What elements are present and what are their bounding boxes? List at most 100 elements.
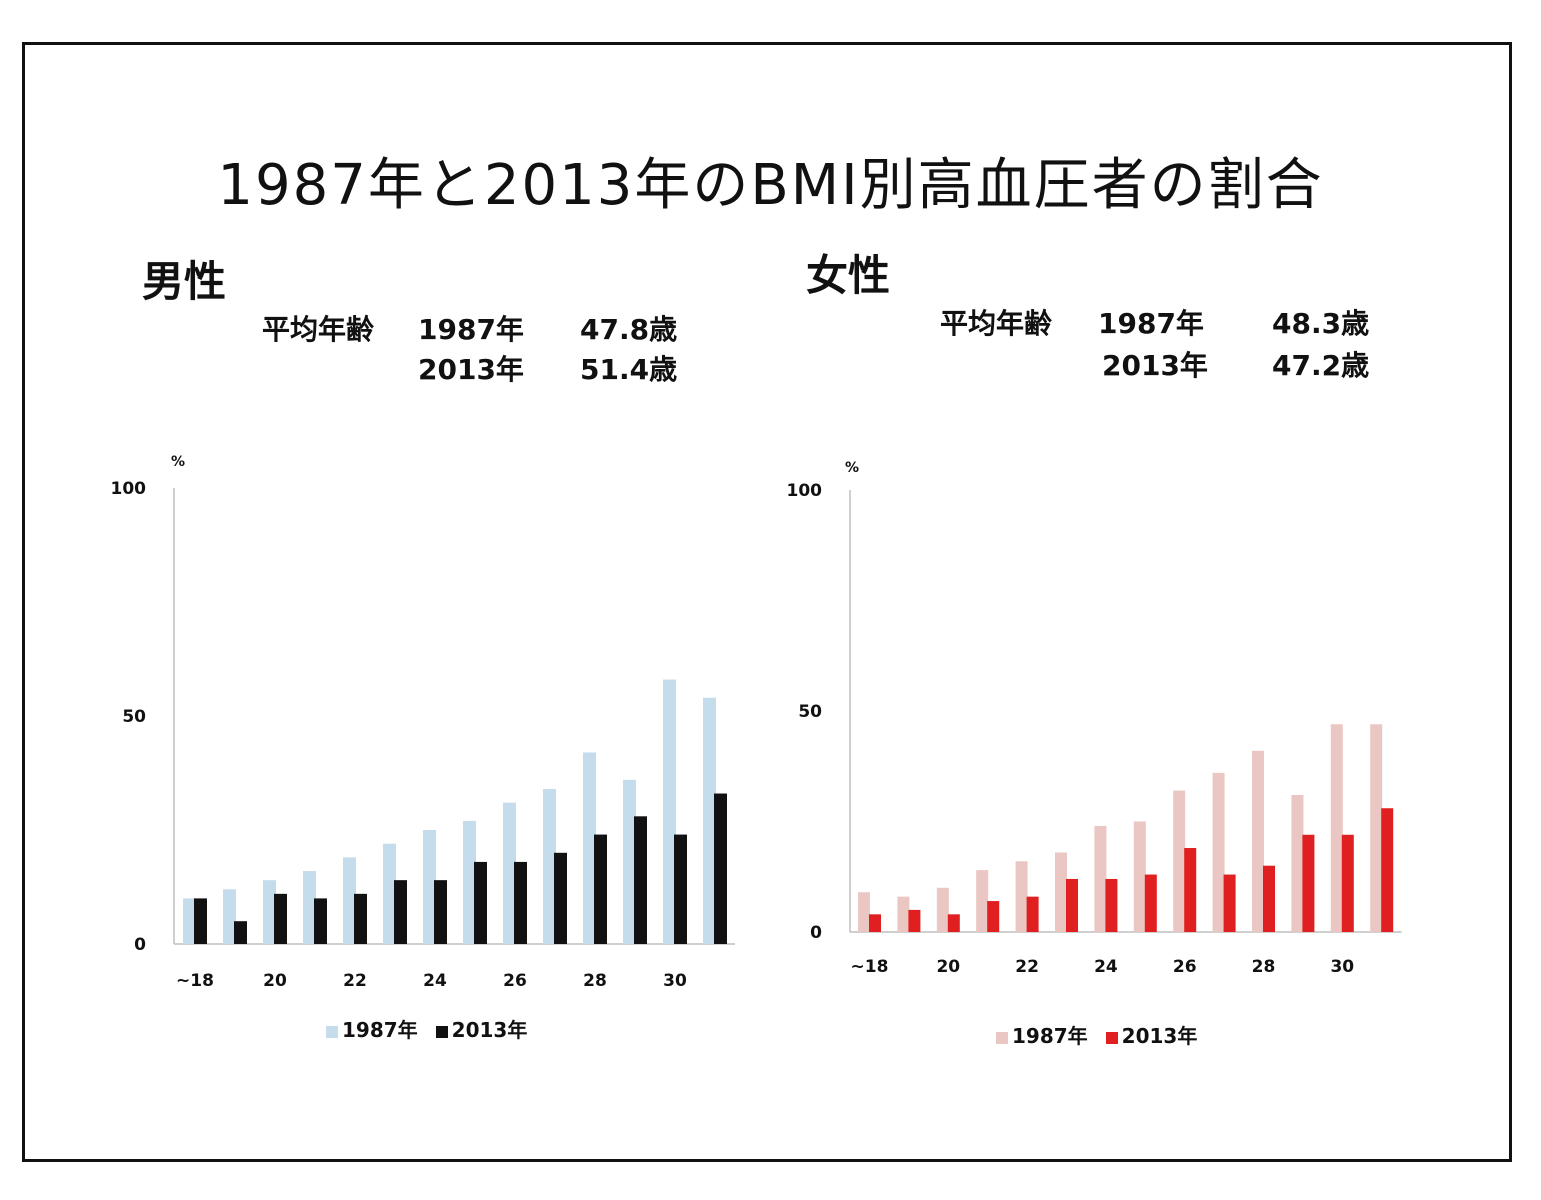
male-bar-2013: [594, 834, 607, 944]
female-bar-1987: [858, 892, 870, 932]
female-bar-1987: [1252, 750, 1264, 932]
female-bar-2013: [1026, 896, 1039, 932]
male-bar-1987: [663, 679, 676, 944]
female-bar-1987: [1212, 772, 1225, 932]
male-chart: 0 50 100% ~18 20 22 24 26 28 30: [111, 454, 735, 991]
male-avg-value-1: 47.8歳: [580, 313, 678, 346]
male-avg-value-2: 51.4歳: [580, 353, 678, 386]
female-bar-2013: [1105, 878, 1118, 932]
male-bar-2013: [714, 793, 727, 944]
female-bar-1987: [976, 870, 989, 932]
female-label: 女性: [806, 251, 891, 300]
female-bar-2013: [1341, 834, 1354, 932]
female-bar-2013: [1144, 874, 1157, 932]
female-bar-1987: [897, 896, 910, 932]
male-y-tick-label: 100: [111, 479, 147, 499]
female-bar-2013: [869, 914, 881, 932]
male-bar-1987: [183, 898, 196, 944]
male-bar-2013: [394, 880, 407, 944]
male-bar-2013: [314, 898, 327, 944]
female-avg-label: 平均年齢: [940, 307, 1053, 340]
male-bar-2013: [274, 893, 287, 944]
female-bar-2013: [1223, 874, 1236, 932]
male-bar-1987: [583, 752, 596, 944]
male-bar-1987: [303, 871, 316, 944]
male-bar-1987: [543, 788, 556, 944]
female-x-tick-label: 30: [1330, 957, 1354, 977]
male-x-tick-label: 24: [423, 971, 447, 991]
female-y-tick-label: 0: [810, 923, 822, 943]
female-bar-1987: [1173, 790, 1186, 932]
female-x-tick-label: 26: [1173, 957, 1197, 977]
male-x-tick-label: 30: [663, 971, 687, 991]
male-bar-2013: [634, 816, 647, 944]
male-x-tick-label: 28: [583, 971, 607, 991]
female-bar-1987: [1291, 794, 1304, 932]
legend-item: 2013年: [1105, 1024, 1198, 1048]
female-avg-value-2: 47.2歳: [1272, 349, 1370, 382]
female-avg-value-1: 48.3歳: [1272, 307, 1370, 340]
legend-item: 2013年: [435, 1018, 528, 1042]
male-avg-year-2: 2013年: [418, 353, 524, 386]
male-x-tick-label: 26: [503, 971, 527, 991]
legend-swatch: [326, 1026, 338, 1038]
legend-item: 1987年: [996, 1024, 1088, 1048]
male-bar-2013: [194, 898, 207, 944]
legend-swatch: [996, 1032, 1008, 1044]
male-unit-label: %: [171, 454, 185, 470]
male-avg-label: 平均年齢: [262, 313, 375, 346]
male-bar-2013: [354, 893, 367, 944]
female-x-tick-label: 28: [1252, 957, 1276, 977]
legend-label: 1987年: [342, 1018, 418, 1042]
male-bar-1987: [703, 697, 716, 944]
male-bar-1987: [423, 830, 436, 944]
legend-label: 1987年: [1012, 1024, 1088, 1048]
female-bar-1987: [936, 887, 949, 932]
legend-label: 2013年: [451, 1018, 528, 1042]
male-bar-1987: [623, 779, 636, 944]
female-bar-2013: [947, 914, 960, 932]
female-bar-2013: [1302, 834, 1315, 932]
male-bar-1987: [383, 843, 396, 944]
male-bar-1987: [463, 820, 476, 944]
female-chart: 0 50 100% ~18 20 22 24 26 28 30: [787, 460, 1402, 977]
female-bar-2013: [1263, 865, 1275, 932]
male-bar-2013: [434, 880, 447, 944]
legend-swatch: [1105, 1032, 1118, 1044]
legend-swatch: [435, 1026, 448, 1038]
female-bar-2013: [1066, 878, 1078, 932]
male-bar-2013: [514, 861, 527, 944]
female-x-tick-label: ~18: [851, 957, 889, 977]
legend-label: 2013年: [1121, 1024, 1198, 1048]
male-bar-2013: [474, 861, 487, 944]
female-x-tick-label: 22: [1015, 957, 1039, 977]
male-bar-2013: [554, 852, 567, 944]
female-bar-1987: [1370, 724, 1383, 932]
male-label: 男性: [142, 257, 227, 306]
female-unit-label: %: [845, 460, 859, 476]
male-bar-1987: [223, 889, 236, 944]
female-x-tick-label: 20: [936, 957, 960, 977]
male-legend: 1987年 2013年: [326, 1014, 545, 1043]
male-y-tick-label: 50: [122, 707, 146, 727]
slide-frame: [22, 42, 1512, 1162]
legend-item: 1987年: [326, 1018, 418, 1042]
male-avg-year-1: 1987年: [418, 313, 524, 346]
female-bar-1987: [1094, 825, 1107, 932]
chart-title: 1987年と2013年のBMI別高血圧者の割合: [217, 153, 1324, 218]
female-bar-2013: [1184, 848, 1197, 932]
female-y-tick-label: 100: [787, 481, 823, 501]
female-bar-1987: [1133, 821, 1146, 932]
female-bar-2013: [987, 901, 1000, 932]
male-x-tick-label: ~18: [176, 971, 214, 991]
male-x-tick-label: 22: [343, 971, 367, 991]
female-bar-2013: [1381, 808, 1394, 932]
female-bar-2013: [908, 909, 921, 932]
female-avg-year-2: 2013年: [1102, 349, 1208, 382]
female-bar-1987: [1330, 724, 1343, 932]
male-bar-2013: [674, 834, 687, 944]
female-y-tick-label: 50: [798, 702, 822, 722]
female-avg-year-1: 1987年: [1098, 307, 1204, 340]
female-bar-1987: [1015, 861, 1028, 932]
male-bar-1987: [263, 880, 276, 944]
